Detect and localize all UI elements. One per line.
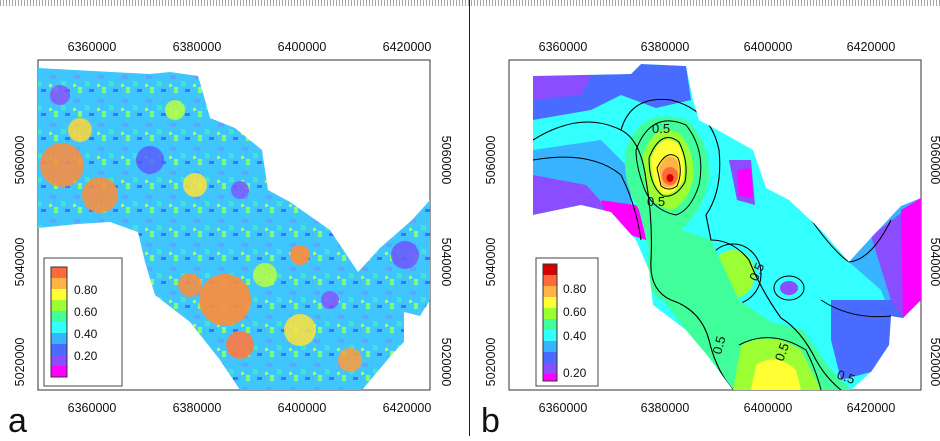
map-b-svg: 6360000 6380000 6400000 6420000 6360000 … — [481, 40, 940, 440]
x-tick-top: 6400000 — [278, 40, 327, 54]
legend-label: 0.80 — [563, 282, 587, 296]
x-tick-bottom: 6360000 — [539, 401, 588, 415]
y-tick-left: 5060000 — [13, 136, 27, 185]
y-tick-left: 5060000 — [484, 136, 498, 185]
y-tick-left: 5020000 — [13, 338, 27, 387]
contour-label: 0.5 — [746, 261, 767, 284]
legend-label: 0.40 — [74, 327, 98, 341]
panel-letter: a — [8, 402, 27, 436]
contour-label: 0.5 — [652, 121, 670, 136]
map-panel-a: 6360000 6380000 6400000 6420000 6360000 … — [0, 0, 470, 440]
panel-letter: b — [481, 402, 500, 436]
contour-label: 0.5 — [772, 341, 792, 363]
x-tick-top: 6420000 — [847, 40, 896, 54]
map-panel-b: 6360000 6380000 6400000 6420000 6360000 … — [471, 0, 940, 440]
y-tick-right: 5020000 — [439, 338, 453, 387]
x-tick-top: 6400000 — [744, 40, 793, 54]
legend-label: 0.60 — [74, 305, 98, 319]
y-tick-right: 5040000 — [439, 238, 453, 287]
legend-label: 0.20 — [74, 349, 98, 363]
legend-colorbar — [50, 266, 68, 378]
x-tick-top: 6360000 — [68, 40, 117, 54]
legend-colorbar — [542, 263, 558, 382]
x-tick-bottom: 6400000 — [278, 401, 327, 415]
contour-label: 0.5 — [709, 334, 728, 355]
x-tick-bottom: 6400000 — [744, 401, 793, 415]
y-tick-right: 5040000 — [928, 238, 940, 287]
y-tick-right: 5020000 — [928, 338, 940, 387]
y-tick-left: 5020000 — [484, 338, 498, 387]
x-tick-top: 6360000 — [539, 40, 588, 54]
y-tick-right: 5060000 — [928, 136, 940, 185]
y-tick-left: 5040000 — [484, 238, 498, 287]
x-tick-bottom: 6360000 — [68, 401, 117, 415]
x-tick-top: 6420000 — [383, 40, 432, 54]
legend-label: 0.20 — [563, 366, 587, 380]
x-tick-bottom: 6420000 — [383, 401, 432, 415]
legend-label: 0.40 — [563, 329, 587, 343]
y-tick-right: 5060000 — [439, 136, 453, 185]
frame-edge — [0, 0, 469, 6]
legend-label: 0.60 — [563, 305, 587, 319]
map-a-svg: 6360000 6380000 6400000 6420000 6360000 … — [8, 40, 453, 440]
frame-edge — [471, 0, 940, 6]
x-tick-bottom: 6380000 — [173, 401, 222, 415]
y-tick-left: 5040000 — [13, 238, 27, 287]
legend-label: 0.80 — [74, 283, 98, 297]
contour-label: 0.5 — [835, 367, 857, 387]
x-tick-bottom: 6420000 — [847, 401, 896, 415]
x-tick-bottom: 6380000 — [641, 401, 690, 415]
x-tick-top: 6380000 — [173, 40, 222, 54]
contour-label: 0.5 — [647, 194, 665, 209]
x-tick-top: 6380000 — [641, 40, 690, 54]
